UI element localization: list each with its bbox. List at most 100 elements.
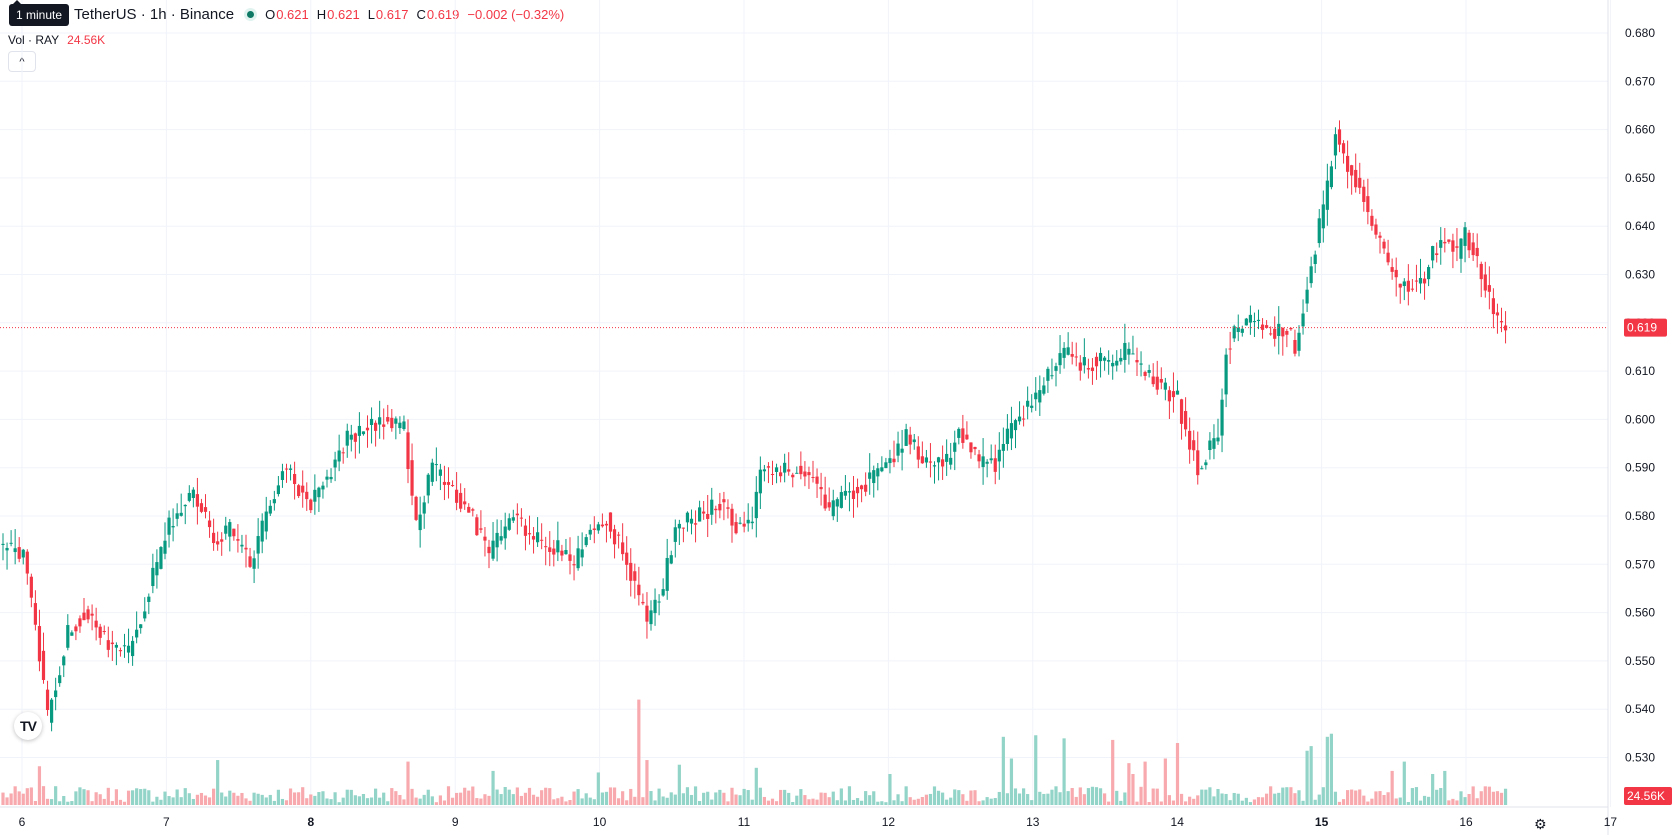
candle [1034,392,1038,400]
volume-bar [1499,792,1504,805]
candle [1305,289,1309,304]
candle [1354,169,1358,188]
volume-bar [1471,786,1475,805]
volume-bar [572,791,576,805]
volume-bar [1394,798,1398,805]
volume-bar [1066,791,1070,805]
volume-bar [1098,788,1103,805]
volume-bar [617,798,621,805]
current-volume-label: 24.56K [1627,789,1665,803]
candle [305,491,309,500]
candle [657,601,661,603]
candle [386,417,390,422]
candle [1499,321,1504,323]
candle [1427,267,1431,280]
volume-bar [228,790,232,805]
volume-bar [430,796,434,805]
candle [726,507,730,509]
candle [467,506,471,513]
time-axis-label: 12 [882,815,896,829]
volume-bar [702,792,706,805]
gear-icon[interactable]: ⚙ [1534,816,1547,832]
volume-bar [912,799,916,805]
volume-bar [5,797,9,805]
volume-bar [1228,800,1232,805]
volume-bar [284,800,289,805]
candle [621,542,625,555]
volume-bar [1009,758,1014,805]
candle [1107,360,1111,362]
candle [815,476,819,484]
volume-bar [1188,796,1192,805]
candle [37,626,42,662]
candle [1289,327,1293,330]
tradingview-logo[interactable]: TV [14,712,42,740]
candle [896,443,900,456]
candle [207,520,212,528]
volume-bar [507,789,511,805]
candle [548,547,552,552]
candle [187,492,191,501]
candle [641,601,645,604]
candle [159,547,163,569]
candle [673,527,677,542]
candle [839,492,843,508]
volume-bar [1503,788,1508,805]
legend-volume: Vol · RAY 24.56K [8,33,113,47]
volume-bar [673,794,677,805]
volume-bar [410,788,414,805]
volume-bar [1447,800,1451,805]
volume-bar [260,794,264,805]
candle [750,521,754,524]
open-value: 0.621 [276,7,309,22]
candle [851,490,856,499]
candle [288,468,293,470]
candle [244,547,248,550]
volume-bar [1058,792,1062,805]
volume-bar [74,791,78,805]
candle [365,427,370,431]
candle [1,543,5,545]
volume-bar [787,792,791,805]
candle [685,512,690,523]
candle [868,472,872,479]
volume-bar [1167,795,1171,805]
candle [1471,242,1475,256]
volume-label[interactable]: Vol · RAY [8,33,60,47]
candle [353,433,357,442]
volume-bar [847,786,852,805]
symbol-title[interactable]: TetherUS · 1h · Binance [74,6,235,23]
price-axis-label: 0.560 [1625,606,1655,620]
candle [1228,348,1232,350]
candle [41,650,46,680]
volume-bar [62,796,66,805]
candle [1131,353,1135,355]
volume-bar [722,792,726,805]
candle [471,509,475,511]
candle [1135,360,1139,363]
volume-bar [1281,787,1285,805]
volume-bar [41,786,46,805]
candle [122,645,127,647]
candle [584,537,588,546]
candle [1435,253,1439,256]
candle [1167,390,1171,402]
volume-bar [361,794,366,805]
candle [677,523,681,529]
candle [58,675,62,684]
candle [1350,165,1354,176]
candle [1179,399,1184,424]
candle [139,624,143,629]
candle [811,477,815,479]
candle [17,547,21,559]
market-status-icon[interactable] [244,8,258,21]
volume-bar [438,795,442,805]
volume-bar [969,790,973,805]
candle [212,532,216,544]
candle [487,546,491,554]
price-axis-label: 0.530 [1625,751,1655,765]
candle [949,457,953,465]
volume-bar [1451,798,1455,805]
candle [390,417,394,429]
